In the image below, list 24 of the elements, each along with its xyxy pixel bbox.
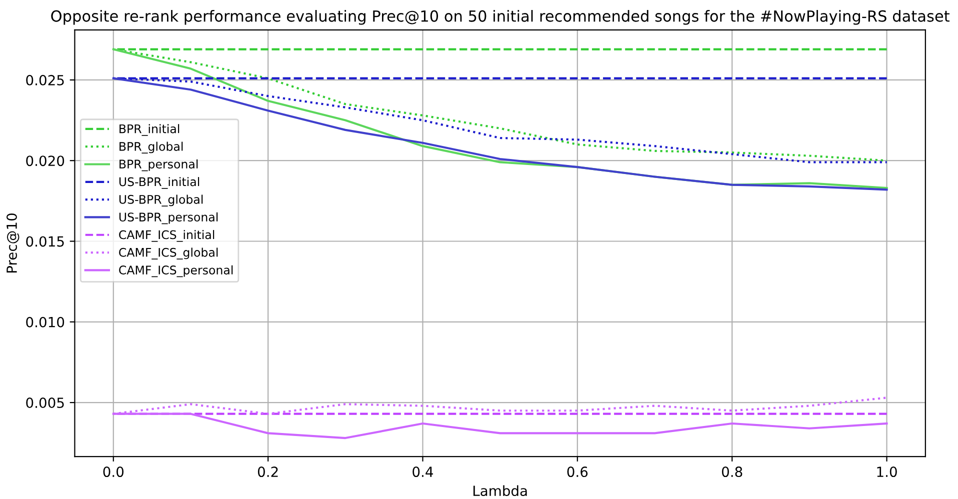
line-series	[112, 77, 888, 191]
chart-title: Opposite re-rank performance evaluating Prec@10 on 50 initial recommended songs for the #NowPlaying-RS dataset	[51, 10, 950, 25]
x-tick-label: 0.6	[567, 466, 588, 478]
x-tick-label: 0.4	[412, 466, 434, 478]
legend-label: CAMF_ICS_initial	[119, 230, 214, 242]
y-axis-title: Prec@10	[6, 214, 20, 273]
legend-label: US-BPR_global	[119, 194, 203, 206]
x-tick-label: 1.0	[877, 466, 897, 478]
legend-label: US-BPR_initial	[119, 177, 200, 189]
x-tick-label: 0.0	[103, 466, 124, 478]
legend-label: BPR_personal	[120, 159, 198, 172]
y-tick-label: 0.010	[26, 316, 64, 328]
legend-label: BPR_global	[120, 142, 183, 154]
x-tick-label: 0.2	[258, 466, 278, 478]
x-tick-label: 0.8	[722, 466, 742, 478]
legend-label: CAMF_ICS_personal	[119, 265, 233, 278]
legend-label: US-BPR_personal	[119, 212, 218, 224]
y-tick-label: 0.015	[26, 236, 64, 247]
y-tick-label: 0.020	[26, 156, 64, 166]
legend-label: BPR_initial	[120, 124, 180, 136]
x-axis-title: Lambda	[473, 485, 527, 496]
legend-label: CAMF_ICS_global	[119, 248, 218, 260]
y-tick-label: 0.025	[26, 74, 64, 86]
y-tick-label: 0.005	[26, 398, 64, 408]
